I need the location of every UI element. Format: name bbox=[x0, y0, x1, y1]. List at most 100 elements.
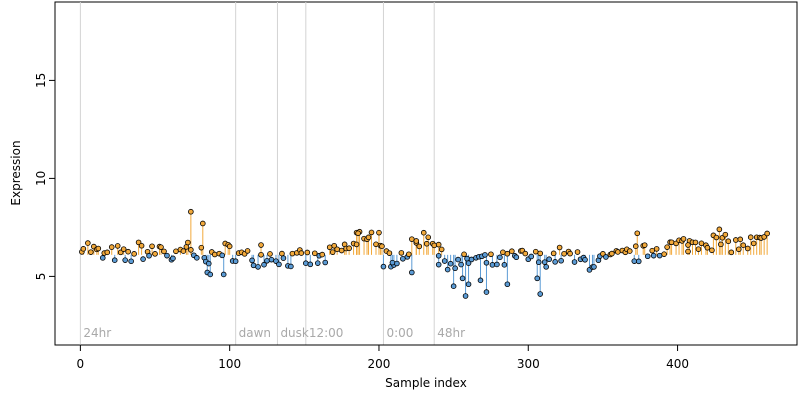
y-tick-label: 5 bbox=[34, 273, 48, 281]
data-point bbox=[444, 266, 451, 273]
data-point bbox=[128, 258, 134, 265]
data-point bbox=[718, 241, 724, 248]
data-point bbox=[258, 242, 264, 248]
data-point bbox=[311, 250, 318, 257]
data-point bbox=[649, 247, 655, 254]
data-point bbox=[406, 251, 412, 258]
data-point bbox=[582, 256, 588, 263]
data-point bbox=[380, 263, 387, 270]
data-point bbox=[695, 246, 702, 252]
data-point bbox=[747, 234, 754, 241]
data-point bbox=[188, 208, 194, 215]
data-point bbox=[438, 246, 445, 253]
data-point bbox=[244, 248, 251, 254]
data-point bbox=[488, 251, 494, 258]
data-point bbox=[728, 249, 735, 256]
data-point bbox=[750, 240, 757, 247]
data-point bbox=[329, 249, 336, 255]
data-point bbox=[552, 259, 558, 265]
data-point bbox=[319, 251, 326, 258]
data-point bbox=[188, 247, 194, 253]
data-point bbox=[219, 252, 226, 259]
time-marker-labels: 24hr dawn dusk 12:00 0:00 48hr bbox=[83, 326, 465, 340]
data-point bbox=[489, 262, 496, 268]
data-point bbox=[409, 269, 415, 276]
data-point bbox=[423, 240, 430, 247]
data-point bbox=[373, 241, 379, 248]
data-point bbox=[80, 246, 87, 252]
x-axis-label: Sample index bbox=[385, 376, 467, 390]
data-point bbox=[692, 239, 699, 246]
data-point bbox=[376, 229, 382, 236]
data-point bbox=[740, 242, 747, 248]
data-point bbox=[114, 243, 121, 249]
data-point bbox=[567, 250, 573, 257]
data-point bbox=[326, 244, 333, 251]
data-point bbox=[99, 255, 106, 261]
data-point bbox=[615, 249, 621, 255]
data-point bbox=[561, 250, 567, 257]
data-point bbox=[135, 239, 142, 246]
data-point bbox=[389, 259, 396, 266]
data-point bbox=[509, 248, 515, 255]
time-marker-label: dusk bbox=[280, 326, 308, 340]
data-point bbox=[722, 231, 729, 238]
x-tick-label: 100 bbox=[218, 357, 241, 371]
data-point bbox=[211, 251, 218, 258]
data-point bbox=[200, 220, 206, 227]
data-point bbox=[537, 291, 544, 297]
data-point bbox=[338, 247, 345, 254]
data-point bbox=[541, 259, 548, 265]
data-point bbox=[558, 257, 564, 264]
x-tick-label: 200 bbox=[368, 357, 391, 371]
data-point bbox=[220, 271, 227, 278]
data-point bbox=[556, 244, 563, 251]
data-point bbox=[164, 252, 170, 259]
time-marker-lines bbox=[79, 2, 435, 345]
data-point bbox=[138, 242, 145, 249]
data-point bbox=[441, 258, 448, 264]
data-point bbox=[631, 258, 638, 264]
data-point bbox=[500, 249, 506, 256]
plot-frame bbox=[54, 1, 798, 346]
time-marker-label: 12:00 bbox=[309, 326, 344, 340]
data-point bbox=[450, 283, 457, 290]
data-point bbox=[462, 293, 469, 299]
data-point bbox=[258, 251, 264, 258]
data-point bbox=[664, 244, 670, 250]
data-point bbox=[461, 251, 467, 258]
data-point bbox=[279, 250, 285, 257]
data-point bbox=[386, 250, 393, 256]
data-point bbox=[644, 253, 651, 260]
data-point bbox=[537, 250, 544, 257]
data-point bbox=[303, 260, 309, 267]
data-point bbox=[346, 245, 352, 252]
data-point bbox=[104, 249, 111, 256]
x-axis: 0 100 200 300 400 bbox=[77, 344, 689, 371]
data-point bbox=[641, 242, 648, 248]
data-point bbox=[394, 260, 400, 267]
data-point bbox=[626, 248, 633, 254]
data-point bbox=[205, 260, 212, 267]
data-point bbox=[226, 243, 233, 250]
data-point bbox=[501, 262, 508, 268]
data-point bbox=[709, 247, 715, 254]
data-point bbox=[685, 248, 691, 255]
data-point bbox=[735, 246, 742, 253]
data-point bbox=[534, 275, 541, 282]
data-point bbox=[698, 240, 705, 247]
y-tick-label: 10 bbox=[34, 171, 48, 186]
data-point bbox=[255, 264, 261, 270]
x-tick-label: 400 bbox=[666, 357, 689, 371]
data-point bbox=[146, 252, 152, 259]
data-point bbox=[379, 243, 385, 249]
time-marker-label: 24hr bbox=[83, 326, 111, 340]
data-point bbox=[513, 254, 520, 261]
data-point bbox=[435, 261, 442, 268]
data-point bbox=[656, 252, 663, 259]
data-point bbox=[416, 243, 423, 250]
data-point bbox=[455, 256, 461, 263]
data-point bbox=[249, 257, 255, 264]
data-point bbox=[353, 241, 360, 248]
time-marker-label: 0:00 bbox=[386, 326, 413, 340]
